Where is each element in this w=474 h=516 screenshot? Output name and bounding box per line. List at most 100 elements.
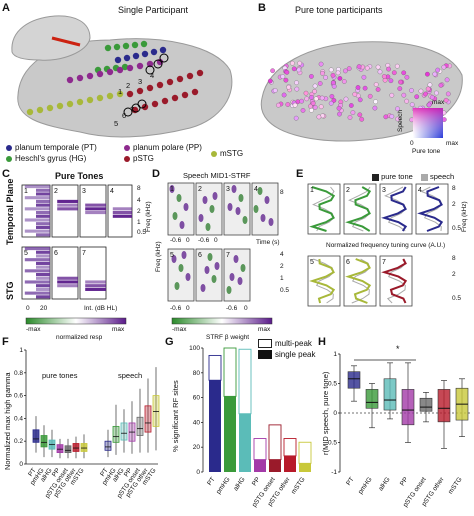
f-xtick-label: PP [123,467,134,478]
box [347,371,361,389]
electrode-dot [441,64,447,70]
electrode-dot [395,106,400,112]
heatmap-band [36,222,50,226]
electrode-dot [304,96,310,102]
electrode-dot [36,106,44,114]
strf-blob [202,196,208,204]
f-tick-label: 0.2 [14,438,23,445]
h-xtick-label: PT [345,476,356,487]
electrode-dot [292,102,298,108]
d-xtick-c2: 0 [186,305,190,312]
pstg-dot-icon [124,155,130,162]
f-box-speech [128,401,136,454]
electrode-dot [140,40,148,48]
electrode-dot [131,41,139,49]
electrode-dot [113,43,121,51]
strf-cell: 1 [167,182,195,236]
electrode-dot [312,89,317,94]
c-xtick-0: 0 [26,305,30,312]
h-tick-label: -1 [331,469,337,476]
panel-e-letter: E [296,168,304,180]
h-tick-label: 0.5 [328,381,337,388]
c-ytick-8: 8 [137,185,141,192]
electrode-dot [425,71,430,77]
electrode-dot [409,102,415,107]
strf-blob [183,203,189,211]
cmap-puretone-label: Pure tone [412,148,441,155]
heatmap-number: 7 [82,250,86,257]
electrode-dot [299,98,304,104]
electrode-dot [161,97,169,105]
heatmap-band [36,265,50,269]
c-ytick-1: 1 [137,219,141,226]
electrode-dot [337,76,343,81]
electrode-dot [343,68,348,74]
heatmap-band [112,211,132,215]
c-ytick-4: 4 [137,197,141,204]
a-num-1: 1 [118,87,123,96]
panel-b-letter: B [258,2,266,14]
a-num-6: 6 [122,111,127,120]
electrode-dot [280,74,286,79]
strf-number: 3 [226,186,230,193]
bar-single-peak [269,459,281,472]
c-ytick-05: 0.5 [137,229,147,236]
electrode-dot [346,66,352,71]
strf-blob [207,253,213,261]
strf-number: 4 [254,186,258,193]
electrode-dot [309,107,314,113]
box [120,422,128,441]
f-box-pure-tones [48,429,56,458]
electrode-dot [126,64,134,72]
electrode-dot [56,102,64,110]
f-box-pure-tones [80,434,88,459]
heatmap-band [85,284,106,288]
box [419,397,433,412]
strf-number: 1 [170,186,174,193]
e-legend-pure-tone: pure tone [381,172,413,181]
electrode-dot [156,81,164,89]
strf-blob [233,255,239,263]
strf-blob [181,251,187,259]
tuning-number: 7 [382,259,386,266]
electrode-dot [356,64,362,69]
g-xtick-label: PT [206,476,217,487]
electrode-dot [291,66,297,72]
electrode-dot [357,112,363,118]
box [32,429,40,443]
strf-blob [200,284,206,292]
h-sig-marker: * [396,344,400,354]
electrode-dot [397,86,403,91]
bar-multi-peak [253,438,267,461]
electrode-dot [375,64,381,70]
heatmap-number: 4 [110,188,114,195]
strf-blob [231,185,237,193]
electrode-highlight-ring [137,99,147,109]
g-tick-label: 0 [196,469,200,476]
h-tick-label: 0 [333,410,337,417]
electrode-dot [297,60,302,66]
strf-blob [227,203,233,211]
electrode-dot [196,69,204,77]
f-group-pure-tones: pure tones [42,371,78,380]
pure-tone-curve [381,186,408,232]
electrode-dot [96,94,104,102]
electrode-dot [352,91,358,97]
strf-blob [257,187,263,195]
heatmap-band [85,207,106,211]
g-tick-label: 40 [193,419,201,426]
electrode-dot [293,115,299,121]
h-box [365,383,379,429]
electrode-dot [427,82,433,88]
strf-blob [242,216,248,224]
tuning-panel: 4 [415,183,449,235]
electrode-dot [114,56,122,64]
panel-c-title: Pure Tones [55,171,104,181]
electrode-dot [309,74,314,79]
electrode-dot [116,90,124,98]
pure-tone-heatmap: 3 [79,184,107,238]
strf-blob [235,207,241,215]
g-tick-label: 80 [193,370,201,377]
box [437,389,451,423]
